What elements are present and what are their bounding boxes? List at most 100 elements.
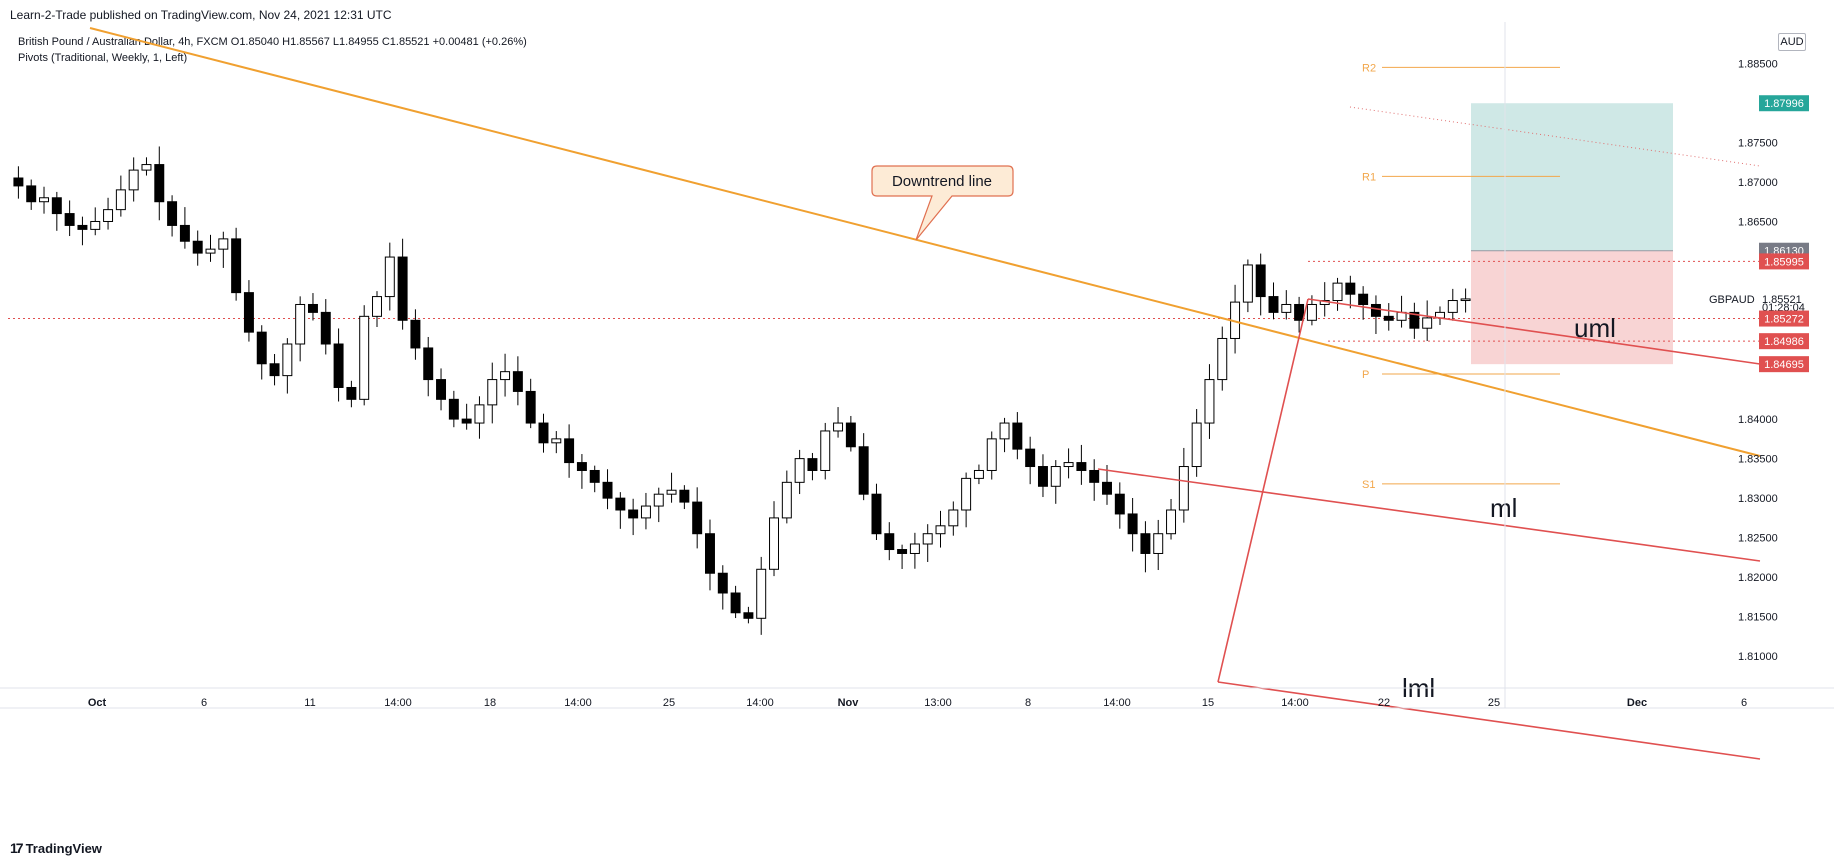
y-tick-label: 1.86500 — [1738, 216, 1778, 228]
candle-body — [1153, 533, 1164, 554]
candle-body — [794, 458, 805, 483]
x-tick-label: 25 — [1488, 697, 1500, 709]
candle-body — [640, 505, 651, 519]
candle-body — [1268, 296, 1279, 313]
candle-body — [679, 489, 690, 503]
candle-body — [551, 438, 562, 444]
candle-body — [781, 481, 792, 519]
y-tick-label: 1.81000 — [1738, 651, 1778, 663]
lower-median-line — [1217, 681, 1761, 760]
candle-body — [769, 517, 780, 570]
candle-body — [1370, 303, 1381, 317]
pivot-label-p: P — [1362, 369, 1369, 381]
candle-body — [1089, 469, 1100, 483]
candle-body — [77, 224, 88, 230]
candle-body — [269, 363, 280, 377]
candle-body — [666, 489, 677, 495]
candle-body — [705, 533, 715, 574]
x-tick-label: 14:00 — [1103, 697, 1131, 709]
x-tick-label: 15 — [1202, 697, 1214, 709]
median-line — [1097, 468, 1761, 562]
candle-body — [1076, 462, 1087, 471]
candle-body — [1255, 264, 1266, 298]
candle-body — [717, 572, 728, 594]
candle-body — [948, 509, 959, 527]
candle-body — [999, 422, 1010, 440]
x-tick-label: 25 — [663, 697, 675, 709]
x-tick-label: Dec — [1627, 697, 1647, 709]
x-tick-label: Nov — [838, 697, 860, 709]
candle-body — [1306, 303, 1317, 321]
price-label-text: 1.85272 — [1764, 314, 1804, 326]
candle-body — [103, 209, 114, 222]
candle-body — [372, 296, 382, 317]
x-tick-label: 22 — [1378, 697, 1390, 709]
candle-body — [858, 446, 869, 495]
candle-body — [333, 343, 344, 388]
candle-body — [986, 438, 997, 471]
y-tick-label: 1.87500 — [1738, 137, 1778, 149]
candle-body — [1460, 298, 1471, 302]
candle-body — [1140, 533, 1151, 554]
candle-body — [397, 256, 408, 321]
symbol-legend: British Pound / Australian Dollar, 4h, F… — [18, 34, 527, 66]
candle-body — [845, 422, 856, 448]
candle-body — [167, 201, 178, 226]
x-tick-label: 14:00 — [746, 697, 774, 709]
price-label-bg — [1759, 253, 1809, 270]
price-label-bg — [1759, 333, 1809, 350]
candle-body — [1178, 466, 1189, 511]
candle-body — [39, 197, 49, 203]
candle-body — [512, 371, 523, 392]
target-zone — [1471, 103, 1673, 251]
horizontal-levels — [8, 106, 1761, 342]
candle-body — [51, 197, 62, 215]
candle-body — [359, 315, 370, 400]
currency-button[interactable]: AUD — [1778, 33, 1806, 51]
candle-body — [128, 169, 139, 191]
y-tick-label: 1.87000 — [1738, 177, 1778, 189]
y-tick-label: 1.82000 — [1738, 572, 1778, 584]
candle-body — [218, 238, 229, 250]
candle-body — [884, 533, 895, 551]
symbol-price-tag: GBPAUD — [1709, 294, 1755, 306]
candle-body — [871, 493, 882, 535]
candle-body — [1166, 509, 1177, 535]
legend-indicator-line[interactable]: Pivots (Traditional, Weekly, 1, Left) — [18, 52, 188, 64]
price-label-text: 1.85995 — [1764, 256, 1804, 268]
candle-body — [461, 418, 472, 424]
candle-body — [1114, 493, 1125, 515]
y-tick-label: 1.84000 — [1738, 414, 1778, 426]
candle-body — [730, 592, 741, 614]
candle-body — [448, 398, 459, 420]
candle-body — [1358, 293, 1369, 305]
position-zones — [1471, 103, 1673, 365]
candle-body — [1294, 303, 1305, 321]
candle-body — [282, 343, 293, 377]
candle-body — [1204, 379, 1215, 424]
candle-body — [320, 311, 331, 345]
candle-body — [205, 248, 216, 254]
legend-symbol-line: British Pound / Australian Dollar, 4h, F… — [18, 36, 527, 48]
price-tag-text: 1.85521 — [1762, 294, 1802, 306]
y-tick-label: 1.81500 — [1738, 612, 1778, 624]
y-tick-label: 1.88500 — [1738, 58, 1778, 70]
callout-bubble — [871, 165, 1014, 241]
price-label-bg — [1759, 356, 1809, 373]
callout-text: Downtrend line — [892, 173, 992, 190]
x-tick-label: 6 — [1741, 697, 1747, 709]
candle-body — [141, 164, 152, 171]
candle-body — [192, 240, 203, 254]
x-tick-label: 14:00 — [384, 697, 412, 709]
candle-body — [384, 256, 395, 298]
candle-body — [13, 177, 24, 187]
candle-body — [1127, 513, 1138, 535]
downtrend-callout: Downtrend line — [871, 165, 1014, 241]
candle-body — [589, 469, 600, 483]
upper-median-line — [1307, 298, 1761, 365]
pitchfork-handle — [1217, 298, 1309, 683]
candle-body — [1050, 466, 1061, 487]
x-tick-label: Oct — [88, 697, 107, 709]
candle-body — [909, 543, 920, 554]
